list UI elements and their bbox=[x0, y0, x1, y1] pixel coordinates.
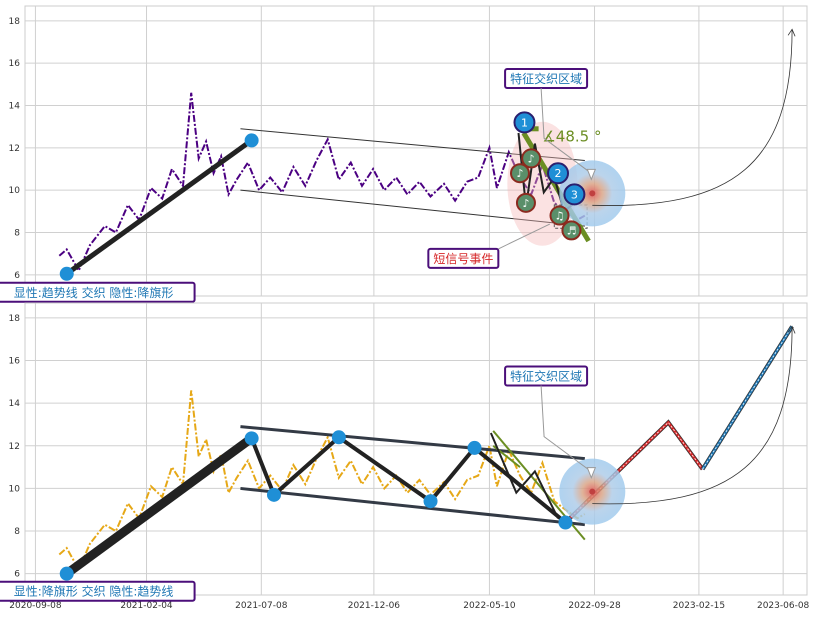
callout-arrow bbox=[540, 87, 592, 174]
plot-panel-2: 6 8 10 12 14 16 18 2020-09-08 2021-02-04 2021-07-… bbox=[0, 302, 810, 611]
price-series bbox=[58, 390, 586, 572]
plot-area bbox=[24, 302, 808, 596]
note-marker bbox=[549, 205, 570, 226]
pivot-marker bbox=[244, 133, 259, 148]
x-tick-label: 2022-09-28 bbox=[568, 601, 621, 611]
y-tick-label: 18 bbox=[9, 17, 21, 27]
x-tick-label: 2021-12-06 bbox=[348, 601, 401, 611]
marker-label: 1 bbox=[521, 116, 528, 129]
price-series bbox=[58, 92, 586, 273]
note-marker bbox=[515, 192, 536, 213]
y-tick-label: 8 bbox=[14, 527, 20, 537]
x-tick-label: 2021-02-04 bbox=[120, 601, 173, 611]
y-tick-label: 16 bbox=[9, 357, 21, 367]
annotation-box bbox=[504, 365, 589, 387]
pivot-marker bbox=[59, 566, 74, 581]
target-point bbox=[589, 488, 596, 495]
y-tick-label: 6 bbox=[14, 271, 20, 281]
projection-curve bbox=[592, 326, 793, 505]
pivot-marker bbox=[244, 431, 259, 446]
y-tick-label: 16 bbox=[9, 59, 21, 69]
trend-line bbox=[65, 138, 254, 276]
y-tick-label: 12 bbox=[9, 144, 20, 154]
y-tick-label: 10 bbox=[9, 484, 21, 494]
callout-arrow bbox=[498, 223, 551, 250]
annotation-text: 短信号事件 bbox=[433, 252, 493, 266]
callout-arrow bbox=[540, 385, 592, 473]
forecast-dash bbox=[702, 326, 793, 470]
pattern-line bbox=[489, 432, 559, 519]
y-tick-label: 12 bbox=[9, 442, 20, 452]
marker-label: ♬ bbox=[566, 224, 576, 237]
projection-arrowhead bbox=[787, 325, 796, 334]
y-tick-label: 10 bbox=[9, 186, 21, 196]
pivot-marker bbox=[558, 515, 573, 530]
plot-area bbox=[24, 5, 808, 297]
note-marker bbox=[561, 220, 582, 241]
angle-label: ∡48.5 ° bbox=[542, 127, 601, 145]
annotation-text: 特征交织区域 bbox=[510, 71, 582, 86]
marker-label: ♪ bbox=[522, 197, 529, 210]
numbered-marker bbox=[563, 183, 586, 206]
channel-lower-line bbox=[240, 486, 586, 527]
numbered-marker bbox=[513, 111, 536, 134]
marker-label: 2 bbox=[555, 167, 562, 180]
annotation-text: 显性:降旗形 交织 隐性:趋势线 bbox=[14, 584, 174, 599]
projection-curve bbox=[592, 29, 793, 206]
y-tick-label: 14 bbox=[9, 101, 21, 111]
x-tick-label: 2020-09-08 bbox=[9, 601, 62, 611]
pivot-marker bbox=[331, 430, 346, 445]
channel-lower-line bbox=[240, 189, 585, 227]
callout-arrowhead bbox=[586, 168, 597, 181]
marker-label: 3 bbox=[571, 188, 578, 201]
annotation-box bbox=[0, 281, 196, 303]
pivot-marker bbox=[266, 487, 281, 502]
callout-arrowhead bbox=[586, 467, 597, 479]
note-marker bbox=[521, 148, 542, 169]
annotation-text: 特征交织区域 bbox=[510, 368, 582, 383]
pivot-marker bbox=[59, 266, 74, 281]
x-tick-label: 2023-06-08 bbox=[757, 601, 810, 611]
annotation-box bbox=[504, 67, 589, 89]
y-tick-label: 18 bbox=[9, 314, 21, 324]
y-tick-label: 8 bbox=[14, 228, 20, 238]
projection-arrowhead bbox=[787, 28, 796, 37]
x-tick-label: 2021-07-08 bbox=[235, 601, 288, 611]
x-tick-label: 2022-05-10 bbox=[463, 601, 516, 611]
zigzag-line bbox=[249, 434, 567, 525]
annotation-text: 显性:趋势线 交织 隐性:降旗形 bbox=[14, 285, 174, 300]
numbered-marker bbox=[547, 162, 570, 185]
marker-label: ♪ bbox=[528, 152, 535, 165]
trend-line bbox=[64, 434, 255, 578]
target-point bbox=[589, 190, 596, 197]
y-tick-label: 14 bbox=[9, 399, 21, 409]
pivot-marker bbox=[423, 494, 438, 509]
annotation-box bbox=[0, 580, 196, 602]
y-tick-label: 6 bbox=[14, 570, 20, 580]
marker-label: ♪ bbox=[516, 167, 523, 180]
annotation-box bbox=[427, 247, 500, 269]
channel-upper-line bbox=[240, 425, 585, 461]
pivot-marker bbox=[467, 440, 482, 455]
note-marker bbox=[509, 163, 530, 184]
x-tick-label: 2023-02-15 bbox=[673, 601, 725, 611]
marker-label: ♫ bbox=[555, 210, 565, 223]
